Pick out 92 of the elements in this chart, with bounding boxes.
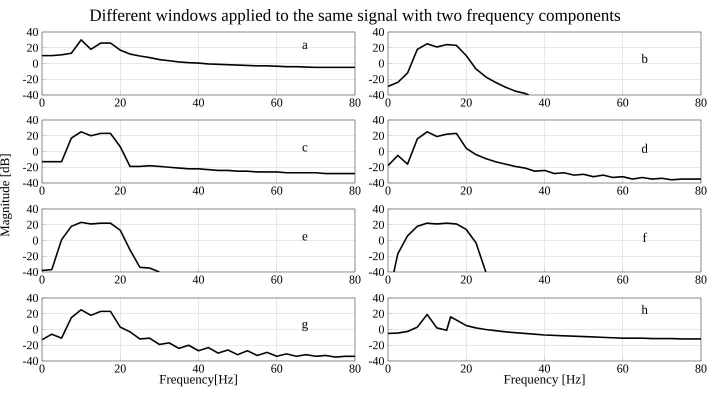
x-tick-label: 40	[192, 364, 204, 373]
x-tick-label: 60	[271, 276, 282, 284]
x-tick-label: 40	[538, 276, 550, 284]
x-tick-label: 80	[349, 98, 361, 107]
x-tick-label: 80	[695, 186, 707, 195]
x-axis-title: Frequency[Hz]	[160, 374, 237, 386]
y-tick-label: 40	[26, 294, 38, 302]
x-tick-label: 20	[460, 98, 472, 107]
x-tick-label: 80	[349, 276, 361, 284]
x-tick-label: 60	[271, 364, 282, 373]
x-tick-label: 0	[385, 276, 391, 284]
y-tick-label: -40	[22, 90, 38, 100]
y-tick-label: -20	[368, 163, 384, 172]
y-tick-label: 0	[32, 59, 38, 68]
x-tick-label: 20	[460, 276, 472, 284]
x-tick-label: 0	[385, 186, 391, 195]
y-tick-label: 0	[378, 59, 384, 68]
x-tick-label: 60	[271, 186, 282, 195]
x-tick-label: 40	[538, 364, 550, 373]
y-tick-label: 20	[373, 132, 384, 140]
x-tick-label: 40	[192, 98, 204, 107]
x-tick-label: 60	[271, 98, 282, 107]
x-tick-label: 80	[695, 364, 707, 373]
annotation: d	[642, 144, 648, 153]
y-tick-label: 0	[378, 236, 384, 245]
y-tick-label: 20	[27, 220, 38, 229]
y-tick-label: 0	[378, 325, 384, 334]
y-tick-label: -40	[368, 178, 384, 188]
y-tick-label: 20	[27, 44, 38, 52]
x-tick-label: 0	[385, 364, 391, 373]
y-tick-label: -20	[22, 163, 38, 172]
x-tick-label: 20	[460, 364, 472, 373]
annotation: a	[302, 42, 308, 49]
x-tick-label: 0	[39, 364, 45, 373]
y-tick-label: -20	[22, 252, 38, 260]
y-tick-label: -40	[368, 356, 384, 366]
y-tick-label: 0	[378, 147, 384, 156]
y-tick-label: -40	[22, 356, 38, 366]
y-tick-label: -20	[368, 75, 384, 84]
y-tick-label: 40	[26, 204, 38, 214]
annotation: c	[302, 145, 308, 152]
annotation: g	[302, 322, 308, 332]
y-tick-label: 40	[372, 116, 384, 124]
x-tick-label: 40	[192, 186, 204, 195]
y-tick-label: -20	[22, 75, 38, 84]
y-tick-label: 40	[372, 28, 384, 36]
y-tick-label: -40	[368, 268, 384, 276]
annotation: f	[642, 232, 647, 242]
y-tick-label: 20	[373, 310, 384, 318]
y-axis-title: Magnitude [dB]	[0, 154, 12, 236]
y-tick-label: 20	[27, 310, 38, 318]
x-tick-label: 0	[385, 98, 391, 107]
x-tick-label: 60	[617, 364, 628, 373]
y-tick-label: 40	[26, 28, 38, 36]
x-tick-label: 20	[114, 276, 126, 284]
x-tick-label: 60	[617, 276, 628, 284]
y-tick-label: -40	[368, 90, 384, 100]
x-tick-label: 20	[114, 186, 126, 195]
x-tick-label: 80	[695, 276, 707, 284]
x-tick-label: 20	[114, 364, 126, 373]
x-tick-label: 40	[192, 276, 204, 284]
x-tick-label: 80	[349, 364, 361, 373]
x-tick-label: 20	[460, 186, 472, 195]
y-tick-label: -20	[368, 341, 384, 350]
y-tick-label: 40	[26, 116, 38, 124]
x-tick-label: 80	[349, 186, 361, 195]
y-tick-label: -40	[22, 178, 38, 188]
y-tick-label: 20	[27, 132, 38, 140]
annotation: h	[642, 304, 648, 314]
y-tick-label: 0	[32, 147, 38, 156]
y-tick-label: 40	[372, 294, 384, 302]
annotation: b	[641, 54, 648, 64]
x-axis-title: Frequency [Hz]	[504, 374, 584, 386]
y-tick-label: -40	[22, 268, 38, 276]
y-tick-label: 40	[372, 204, 384, 214]
x-tick-label: 60	[617, 98, 628, 107]
x-tick-label: 20	[114, 98, 126, 107]
annotation: e	[302, 234, 308, 240]
y-tick-label: -20	[22, 341, 38, 350]
y-tick-label: 0	[32, 325, 38, 334]
x-tick-label: 40	[538, 186, 550, 195]
x-tick-label: 0	[39, 98, 45, 107]
x-tick-label: 40	[538, 98, 550, 107]
y-tick-label: 0	[32, 236, 38, 245]
x-tick-label: 0	[39, 276, 45, 284]
x-tick-label: 80	[695, 98, 707, 107]
x-tick-label: 0	[39, 186, 45, 195]
x-tick-label: 60	[617, 186, 628, 195]
chart-title: Different windows applied to the same signal with two frequency components	[90, 8, 620, 24]
y-tick-label: 20	[373, 44, 384, 52]
y-tick-label: 20	[373, 220, 384, 229]
y-tick-label: -20	[368, 252, 384, 260]
